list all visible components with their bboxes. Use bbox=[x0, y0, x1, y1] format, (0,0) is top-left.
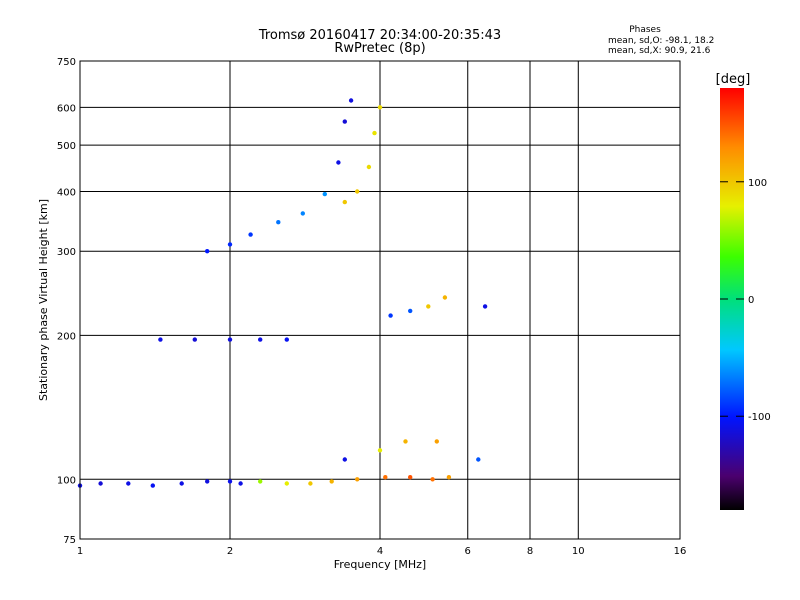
y-tick-label: 200 bbox=[57, 331, 76, 342]
data-point bbox=[158, 337, 163, 342]
y-tick-label: 100 bbox=[57, 475, 76, 486]
x-tick-label: 8 bbox=[527, 546, 533, 557]
y-tick-label: 400 bbox=[57, 187, 76, 198]
data-point bbox=[476, 457, 481, 462]
data-point bbox=[126, 481, 131, 486]
data-point bbox=[276, 220, 281, 225]
data-point bbox=[408, 475, 413, 480]
data-point bbox=[192, 337, 197, 342]
x-tick-label: 16 bbox=[674, 546, 687, 557]
data-point bbox=[388, 313, 393, 318]
stats-o-mode: mean, sd,O: -98.1, 18.2 bbox=[608, 36, 714, 46]
y-tick-label: 750 bbox=[57, 57, 76, 68]
data-point bbox=[383, 475, 388, 480]
data-point bbox=[446, 475, 452, 480]
data-point bbox=[442, 295, 448, 300]
x-axis-label: Frequency [MHz] bbox=[334, 558, 426, 571]
data-point bbox=[366, 164, 372, 170]
colorbar-tick-label: -100 bbox=[748, 412, 771, 423]
data-point bbox=[322, 191, 327, 197]
data-point bbox=[284, 337, 289, 342]
data-point bbox=[342, 119, 347, 124]
colorbar-label: [deg] bbox=[716, 72, 751, 87]
colorbar-ticks: 100 0 -100 bbox=[720, 178, 771, 423]
y-tick-label: 500 bbox=[57, 141, 76, 152]
chart-title: Tromsø 20160417 20:34:00-20:35:43 bbox=[258, 28, 501, 43]
data-point bbox=[426, 304, 431, 309]
data-point bbox=[258, 337, 263, 342]
data-point bbox=[205, 249, 210, 254]
data-point bbox=[377, 448, 383, 453]
data-point bbox=[355, 189, 360, 194]
data-point bbox=[336, 160, 341, 165]
data-point bbox=[408, 308, 413, 314]
data-point bbox=[227, 242, 233, 247]
x-axis-ticks: 1 2 4 6 8 10 16 bbox=[77, 546, 687, 557]
data-points bbox=[77, 98, 488, 488]
y-axis-label: Stationary phase Virtual Height [km] bbox=[37, 199, 50, 401]
y-tick-label: 75 bbox=[63, 535, 76, 546]
data-point bbox=[284, 481, 289, 486]
data-point bbox=[342, 457, 347, 462]
data-point bbox=[258, 479, 263, 484]
y-tick-label: 600 bbox=[57, 103, 76, 114]
y-axis-ticks: 75 100 200 300 400 500 600 750 bbox=[57, 57, 76, 546]
data-point bbox=[308, 481, 313, 486]
data-point bbox=[150, 483, 155, 488]
data-point bbox=[227, 337, 233, 342]
data-point bbox=[227, 479, 233, 484]
data-point bbox=[98, 481, 103, 486]
data-point bbox=[348, 98, 354, 103]
data-point bbox=[205, 479, 210, 484]
data-point bbox=[482, 304, 488, 309]
stats-x-mode: mean, sd,X: 90.9, 21.6 bbox=[608, 46, 711, 56]
x-tick-label: 1 bbox=[77, 546, 83, 557]
data-point bbox=[300, 211, 305, 216]
data-point bbox=[377, 105, 383, 110]
x-tick-label: 4 bbox=[377, 546, 383, 557]
data-point bbox=[248, 232, 253, 237]
data-point bbox=[355, 477, 360, 482]
colorbar-tick-label: 100 bbox=[748, 178, 767, 189]
data-point bbox=[238, 481, 243, 486]
plot-frame bbox=[79, 60, 681, 540]
data-point bbox=[342, 199, 347, 205]
colorbar-tick-label: 0 bbox=[748, 295, 754, 306]
data-point bbox=[372, 130, 377, 136]
grid-lines bbox=[80, 61, 680, 539]
data-point bbox=[434, 439, 439, 444]
x-tick-label: 6 bbox=[465, 546, 471, 557]
data-point bbox=[403, 439, 408, 444]
y-tick-label: 300 bbox=[57, 247, 76, 258]
x-tick-label: 10 bbox=[572, 546, 585, 557]
data-point bbox=[179, 481, 184, 486]
stats-heading: Phases bbox=[629, 25, 661, 35]
data-point bbox=[329, 479, 334, 484]
chart-subtitle: RwPretec (8p) bbox=[334, 41, 425, 56]
data-point bbox=[430, 477, 435, 482]
x-tick-label: 2 bbox=[227, 546, 233, 557]
